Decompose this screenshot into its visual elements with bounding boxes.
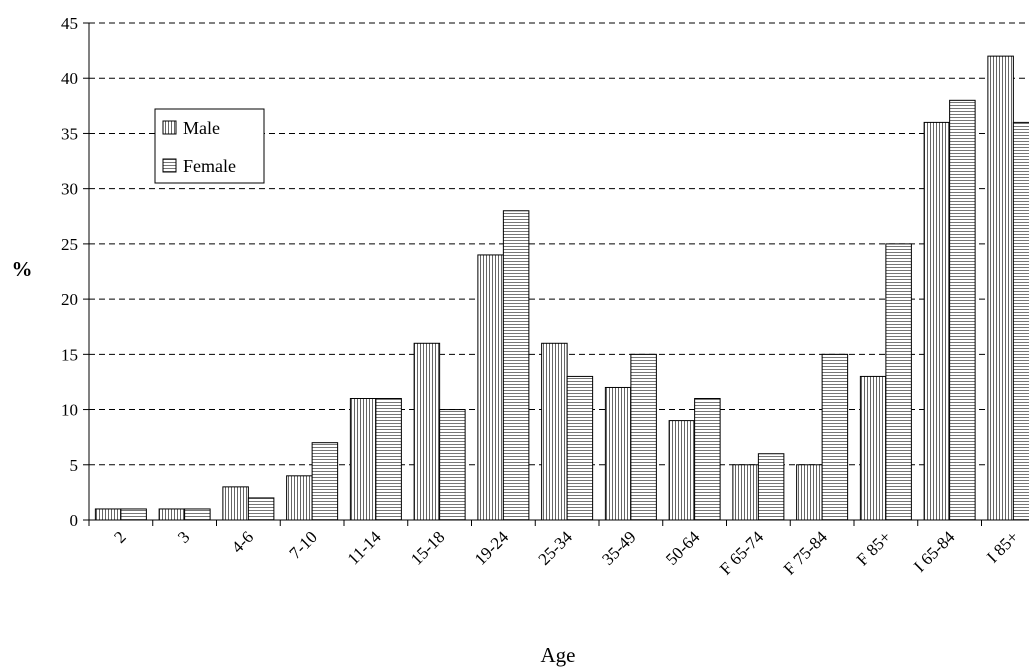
bar-female-11-14 <box>375 398 402 521</box>
x-tick-label: F 65-74 <box>716 527 768 579</box>
bar-male-F-75-84 <box>796 464 823 521</box>
x-tick-label: 4-6 <box>228 527 257 556</box>
legend-male-swatch <box>162 120 177 135</box>
y-axis-title: % <box>12 257 33 281</box>
legend-male-label: Male <box>183 118 220 138</box>
legend-female-swatch <box>162 158 177 173</box>
bar-male-F-65-74 <box>732 464 759 521</box>
bar-male-19-24 <box>477 254 504 521</box>
y-tick-label: 25 <box>61 235 78 254</box>
x-tick-label: 11-14 <box>344 527 385 568</box>
bar-male-3 <box>158 508 186 521</box>
bar-female-3 <box>184 508 211 521</box>
y-tick-label: 10 <box>61 401 78 420</box>
x-tick-label: 3 <box>174 527 193 546</box>
y-tick-label: 35 <box>61 124 78 143</box>
legend: Male Female <box>154 108 265 184</box>
bar-male-25-34 <box>541 342 568 521</box>
y-tick-label: 40 <box>61 69 78 88</box>
bar-female-F-85- <box>885 243 912 521</box>
x-tick-label: I 65-84 <box>910 527 959 576</box>
y-tick-label: 45 <box>61 14 78 33</box>
x-tick-label: 50-64 <box>662 527 704 569</box>
bar-male-15-18 <box>413 342 441 521</box>
bar-male-F-85- <box>859 375 887 521</box>
bar-female-50-64 <box>694 398 721 521</box>
x-tick-label: 25-34 <box>534 527 576 569</box>
bar-male-I-85- <box>987 55 1014 521</box>
bar-male-I-65-84 <box>923 121 951 521</box>
bars <box>94 55 1029 521</box>
bar-male-2 <box>94 508 122 521</box>
bar-female-F-75-84 <box>821 353 849 521</box>
legend-female-label: Female <box>183 156 236 176</box>
x-tick-label: 19-24 <box>471 527 513 569</box>
x-tick-label: I 85+ <box>983 527 1022 566</box>
y-tick-labels: 0 5 10 15 20 25 30 35 40 45 <box>61 14 78 530</box>
axes <box>83 22 1029 526</box>
bar-female-15-18 <box>439 409 466 521</box>
x-tick-label: F 75-84 <box>780 527 832 579</box>
bar-male-50-64 <box>668 420 696 521</box>
x-axis-title: Age <box>541 643 576 667</box>
bar-female-F-65-74 <box>757 453 785 521</box>
bar-female-I-65-84 <box>949 99 976 521</box>
y-tick-label: 15 <box>61 345 78 364</box>
x-tick-label: 35-49 <box>598 527 639 568</box>
y-tick-label: 20 <box>61 290 78 309</box>
bar-female-2 <box>120 508 147 521</box>
bar-male-35-49 <box>604 386 632 521</box>
bar-male-7-10 <box>286 475 313 521</box>
x-tick-label: 7-10 <box>285 527 320 562</box>
x-tick-label: 15-18 <box>407 527 448 568</box>
x-tick-label: 2 <box>110 527 129 546</box>
bar-female-7-10 <box>311 442 339 521</box>
y-tick-label: 30 <box>61 180 78 199</box>
x-tick-label: F 85+ <box>853 527 895 569</box>
bar-female-25-34 <box>566 375 594 521</box>
bar-female-19-24 <box>502 210 530 521</box>
bar-female-35-49 <box>630 353 657 521</box>
y-tick-label: 0 <box>70 511 79 530</box>
bar-male-4-6 <box>222 486 249 521</box>
bar-female-I-85- <box>1012 121 1029 521</box>
y-tick-label: 5 <box>70 456 79 475</box>
bar-female-4-6 <box>247 497 275 521</box>
bar-male-11-14 <box>349 398 377 521</box>
x-tick-labels: 2 3 4-6 7-10 11-14 15-18 19-24 25-34 35-49 50-64 F… <box>110 527 1022 579</box>
